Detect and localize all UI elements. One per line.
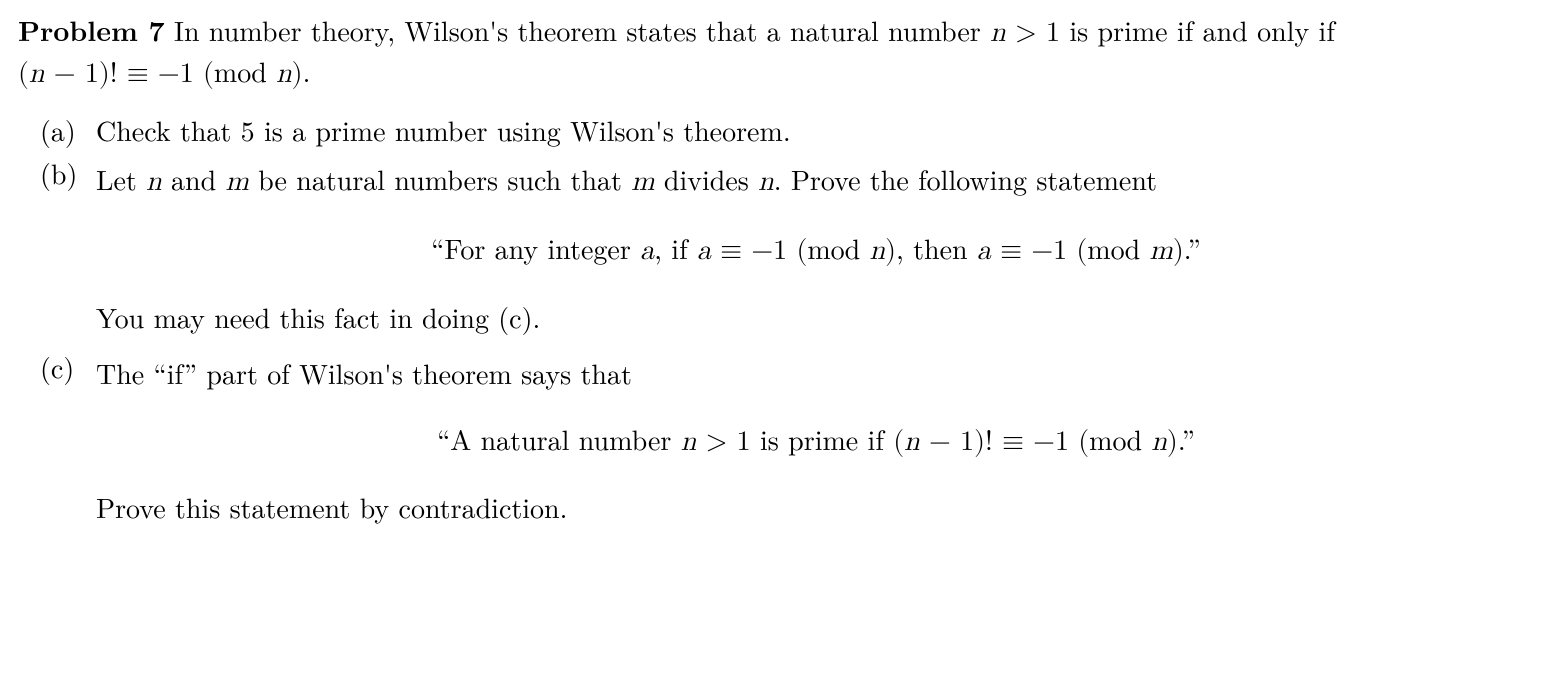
part-b-quote: “For any integer a, if a ≡ −1 (mod n), t… [96, 230, 1536, 271]
part-c-tail: Prove this statement by contradiction. [96, 489, 1536, 527]
part-b-body: Let n and m be natural numbers such that… [96, 155, 1536, 342]
part-b-m1: n [146, 168, 162, 196]
intro-math-2: (n − 1)! ≡ −1 (mod n) [18, 60, 303, 88]
problem-parts-list: (a) Check that 5 is a prime number using… [18, 112, 1536, 534]
part-b-quote-3: , then [896, 228, 977, 268]
part-a-marker: (a) [40, 112, 96, 150]
part-b-quote-4: .” [1184, 228, 1201, 268]
part-a-body: Check that 5 is a prime number using Wil… [96, 112, 1536, 150]
part-c-quote-2: is prime if [751, 419, 894, 459]
part-b-lead-4: divides [655, 159, 759, 199]
problem-intro: Problem 7 In number theory, Wilson's the… [18, 12, 1536, 94]
part-c-lead: The “if” part of Wilson's theorem says t… [96, 355, 1536, 393]
part-a-text: Check that 5 is a prime number using Wil… [96, 110, 791, 150]
intro-math-1: n > 1 [990, 19, 1060, 47]
part-c-body: The “if” part of Wilson's theorem says t… [96, 349, 1536, 533]
part-c-qm1: n > 1 [681, 428, 751, 456]
part-b-marker: (b) [40, 155, 96, 193]
part-b: (b) Let n and m be natural numbers such … [40, 155, 1536, 342]
part-c-quote-1: “A natural number [437, 419, 681, 459]
part-b-qm3: a ≡ −1 (mod m) [977, 237, 1184, 265]
part-b-m4: n [758, 168, 774, 196]
part-c-qm2: (n − 1)! ≡ −1 (mod n) [893, 428, 1178, 456]
intro-text-3: . [303, 51, 311, 91]
part-b-quote-2: , if [654, 228, 697, 268]
problem-label: Problem 7 [18, 10, 165, 50]
part-b-m2: m [226, 168, 249, 196]
part-b-qm1: a [640, 237, 654, 265]
part-b-lead-1: Let [96, 159, 146, 199]
part-c-quote: “A natural number n > 1 is prime if (n −… [96, 421, 1536, 462]
part-b-qm2: a ≡ −1 (mod n) [697, 237, 896, 265]
intro-text-1: In number theory, Wilson's theorem state… [165, 10, 990, 50]
part-b-tail: You may need this fact in doing (c). [96, 299, 1536, 337]
part-b-lead-5: . Prove the following statement [774, 159, 1157, 199]
part-c: (c) The “if” part of Wilson's theorem sa… [40, 349, 1536, 533]
part-a: (a) Check that 5 is a prime number using… [40, 112, 1536, 150]
part-b-m3: m [631, 168, 654, 196]
part-c-quote-3: .” [1178, 419, 1195, 459]
part-b-quote-1: “For any integer [431, 228, 640, 268]
part-b-lead-2: and [162, 159, 226, 199]
part-b-lead: Let n and m be natural numbers such that… [96, 161, 1536, 202]
part-b-lead-3: be natural numbers such that [249, 159, 631, 199]
part-c-marker: (c) [40, 349, 96, 387]
intro-text-2: is prime if and only if [1060, 10, 1335, 50]
